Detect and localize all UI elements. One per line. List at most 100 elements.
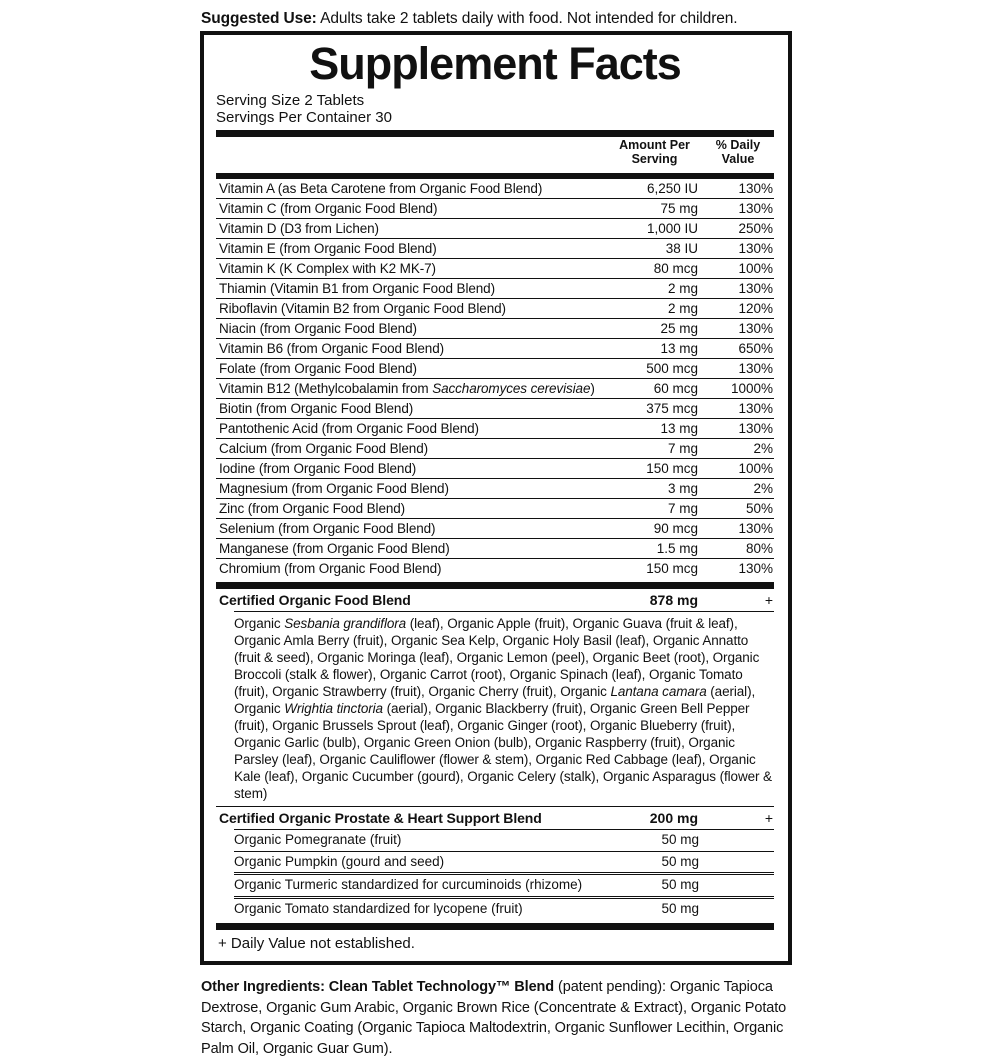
nutrient-row: Riboflavin (Vitamin B2 from Organic Food… (216, 298, 774, 318)
nutrient-daily-value: 100% (738, 260, 773, 276)
nutrient-name: Folate (from Organic Food Blend) (219, 360, 417, 376)
prostate-blend-dv: + (764, 810, 773, 827)
nutrient-name: Magnesium (from Organic Food Blend) (219, 480, 449, 496)
nutrient-amount: 1.5 mg (656, 540, 698, 556)
nutrient-row: Selenium (from Organic Food Blend) 90 mc… (216, 518, 774, 538)
panel-title: Supplement Facts (309, 38, 682, 89)
nutrient-amount: 80 mcg (653, 260, 698, 276)
nutrient-daily-value: 130% (738, 420, 773, 436)
label-content: Suggested Use: Adults take 2 tablets dai… (200, 10, 792, 1059)
nutrient-daily-value: 130% (738, 400, 773, 416)
nutrient-row: Iodine (from Organic Food Blend) 150 mcg… (216, 458, 774, 478)
text-segment: ) (590, 380, 595, 396)
prostate-blend-rows: Organic Pomegranate (fruit) 50 mg Organi… (234, 829, 774, 919)
nutrient-name: Thiamin (Vitamin B1 from Organic Food Bl… (219, 280, 495, 296)
suggested-use-label: Suggested Use: (201, 10, 317, 27)
nutrient-daily-value: 1000% (730, 380, 773, 396)
nutrient-row: Pantothenic Acid (from Organic Food Blen… (216, 418, 774, 438)
nutrient-daily-value: 130% (738, 520, 773, 536)
blend-ingredient-row: Organic Pumpkin (gourd and seed) 50 mg (234, 850, 774, 873)
nutrient-daily-value: 130% (738, 200, 773, 216)
nutrient-name: Iodine (from Organic Food Blend) (219, 460, 417, 476)
blend-ingredient-amount: 50 mg (661, 853, 699, 869)
nutrient-row: Niacin (from Organic Food Blend) 25 mg 1… (216, 318, 774, 338)
species-name: Wrightia tinctoria (284, 701, 383, 717)
nutrient-row: Thiamin (Vitamin B1 from Organic Food Bl… (216, 278, 774, 298)
nutrient-name: Manganese (from Organic Food Blend) (219, 540, 450, 556)
blend-ingredient-amount: 50 mg (661, 900, 699, 916)
blend-ingredient-name: Organic Turmeric standardized for curcum… (234, 877, 583, 893)
nutrient-row: Vitamin B12 (Methylcobalamin from Saccha… (216, 378, 774, 398)
nutrient-amount: 7 mg (667, 440, 698, 456)
nutrient-amount: 60 mcg (653, 380, 698, 396)
blend-ingredient-name: Organic Tomato standardized for lycopene… (234, 900, 523, 916)
nutrient-daily-value: 650% (738, 340, 773, 356)
nutrient-name: Calcium (from Organic Food Blend) (219, 440, 429, 456)
food-blend-header: Certified Organic Food Blend 878 mg + (216, 589, 774, 611)
nutrient-name: Vitamin C (from Organic Food Blend) (219, 200, 438, 216)
thick-rule-under-header (216, 173, 774, 180)
column-header-row: Amount Per Serving % Daily Value (216, 137, 774, 169)
prostate-blend-amount: 200 mg (649, 810, 698, 827)
nutrient-amount: 25 mg (660, 320, 698, 336)
nutrient-daily-value: 50% (745, 500, 773, 516)
nutrient-daily-value: 2% (753, 480, 773, 496)
nutrient-daily-value: 130% (738, 560, 773, 576)
nutrient-row: Vitamin A (as Beta Carotene from Organic… (216, 179, 774, 198)
blend-ingredient-amount: 50 mg (661, 832, 699, 848)
nutrient-daily-value: 100% (738, 460, 773, 476)
nutrient-amount: 13 mg (660, 420, 698, 436)
nutrient-name: Pantothenic Acid (from Organic Food Blen… (219, 420, 479, 436)
thick-rule-bottom (216, 923, 774, 931)
nutrient-amount: 500 mcg (646, 360, 698, 376)
text-segment: Organic (234, 616, 285, 632)
nutrient-name: Chromium (from Organic Food Blend) (219, 560, 442, 576)
food-blend-dv: + (764, 592, 773, 609)
nutrient-row: Manganese (from Organic Food Blend) 1.5 … (216, 538, 774, 558)
text-segment: (aerial), Organic (234, 684, 756, 717)
daily-value-footnote: + Daily Value not established. (218, 935, 415, 953)
nutrient-daily-value: 2% (753, 440, 773, 456)
nutrient-name: Vitamin E (from Organic Food Blend) (219, 240, 437, 256)
nutrient-daily-value: 80% (745, 540, 773, 556)
supplement-label-page: Suggested Use: Adults take 2 tablets dai… (200, 10, 792, 1057)
nutrient-name: Vitamin B12 (Methylcobalamin from Saccha… (216, 380, 606, 396)
nutrient-amount: 7 mg (667, 500, 698, 516)
nutrient-amount: 3 mg (667, 480, 698, 496)
nutrient-row: Vitamin B6 (from Organic Food Blend) 13 … (216, 338, 774, 358)
text-segment: (leaf), Organic Apple (fruit), Organic G… (234, 616, 760, 700)
blend-ingredient-row: Organic Tomato standardized for lycopene… (234, 895, 774, 920)
nutrient-amount: 2 mg (667, 280, 698, 296)
species-name: Lantana camara (610, 684, 707, 700)
text-segment: (aerial), Organic Blackberry (fruit), Or… (234, 701, 772, 802)
species-name: Saccharomyces cerevisiae (432, 380, 591, 396)
blend-ingredient-dv-spacer (699, 855, 774, 870)
nutrient-name: Vitamin K (K Complex with K2 MK-7) (219, 260, 436, 276)
nutrient-name: Vitamin D (D3 from Lichen) (219, 220, 379, 236)
prostate-blend-header: Certified Organic Prostate & Heart Suppo… (216, 807, 774, 829)
food-blend-amount: 878 mg (649, 592, 698, 609)
text-segment: Vitamin B12 (Methylcobalamin from (219, 380, 433, 396)
nutrient-daily-value: 250% (738, 220, 773, 236)
other-ingredients: Other Ingredients: Clean Tablet Technolo… (201, 977, 797, 1059)
blend-ingredient-dv-spacer (699, 833, 774, 848)
food-blend-ingredients: Organic Sesbania grandiflora (leaf), Org… (234, 611, 774, 806)
suggested-use-text: Adults take 2 tablets daily with food. N… (316, 10, 738, 27)
servings-per-container: Servings Per Container 30 (216, 109, 392, 127)
nutrient-name: Niacin (from Organic Food Blend) (219, 320, 417, 336)
nutrient-daily-value: 130% (738, 360, 773, 376)
nutrient-amount: 150 mcg (646, 560, 698, 576)
nutrient-amount: 150 mcg (646, 460, 698, 476)
nutrient-amount: 1,000 IU (646, 220, 698, 236)
food-blend-name: Certified Organic Food Blend (219, 592, 411, 609)
nutrient-daily-value: 130% (738, 320, 773, 336)
nutrient-amount: 75 mg (660, 200, 698, 216)
nutrient-name: Vitamin B6 (from Organic Food Blend) (219, 340, 444, 356)
nutrient-daily-value: 130% (738, 180, 773, 196)
serving-size: Serving Size 2 Tablets (216, 92, 365, 110)
prostate-blend-section: Certified Organic Prostate & Heart Suppo… (216, 806, 774, 919)
nutrient-row: Vitamin K (K Complex with K2 MK-7) 80 mc… (216, 258, 774, 278)
nutrient-row: Folate (from Organic Food Blend) 500 mcg… (216, 358, 774, 378)
blend-ingredient-row: Organic Turmeric standardized for curcum… (234, 872, 774, 896)
nutrient-amount: 2 mg (667, 300, 698, 316)
